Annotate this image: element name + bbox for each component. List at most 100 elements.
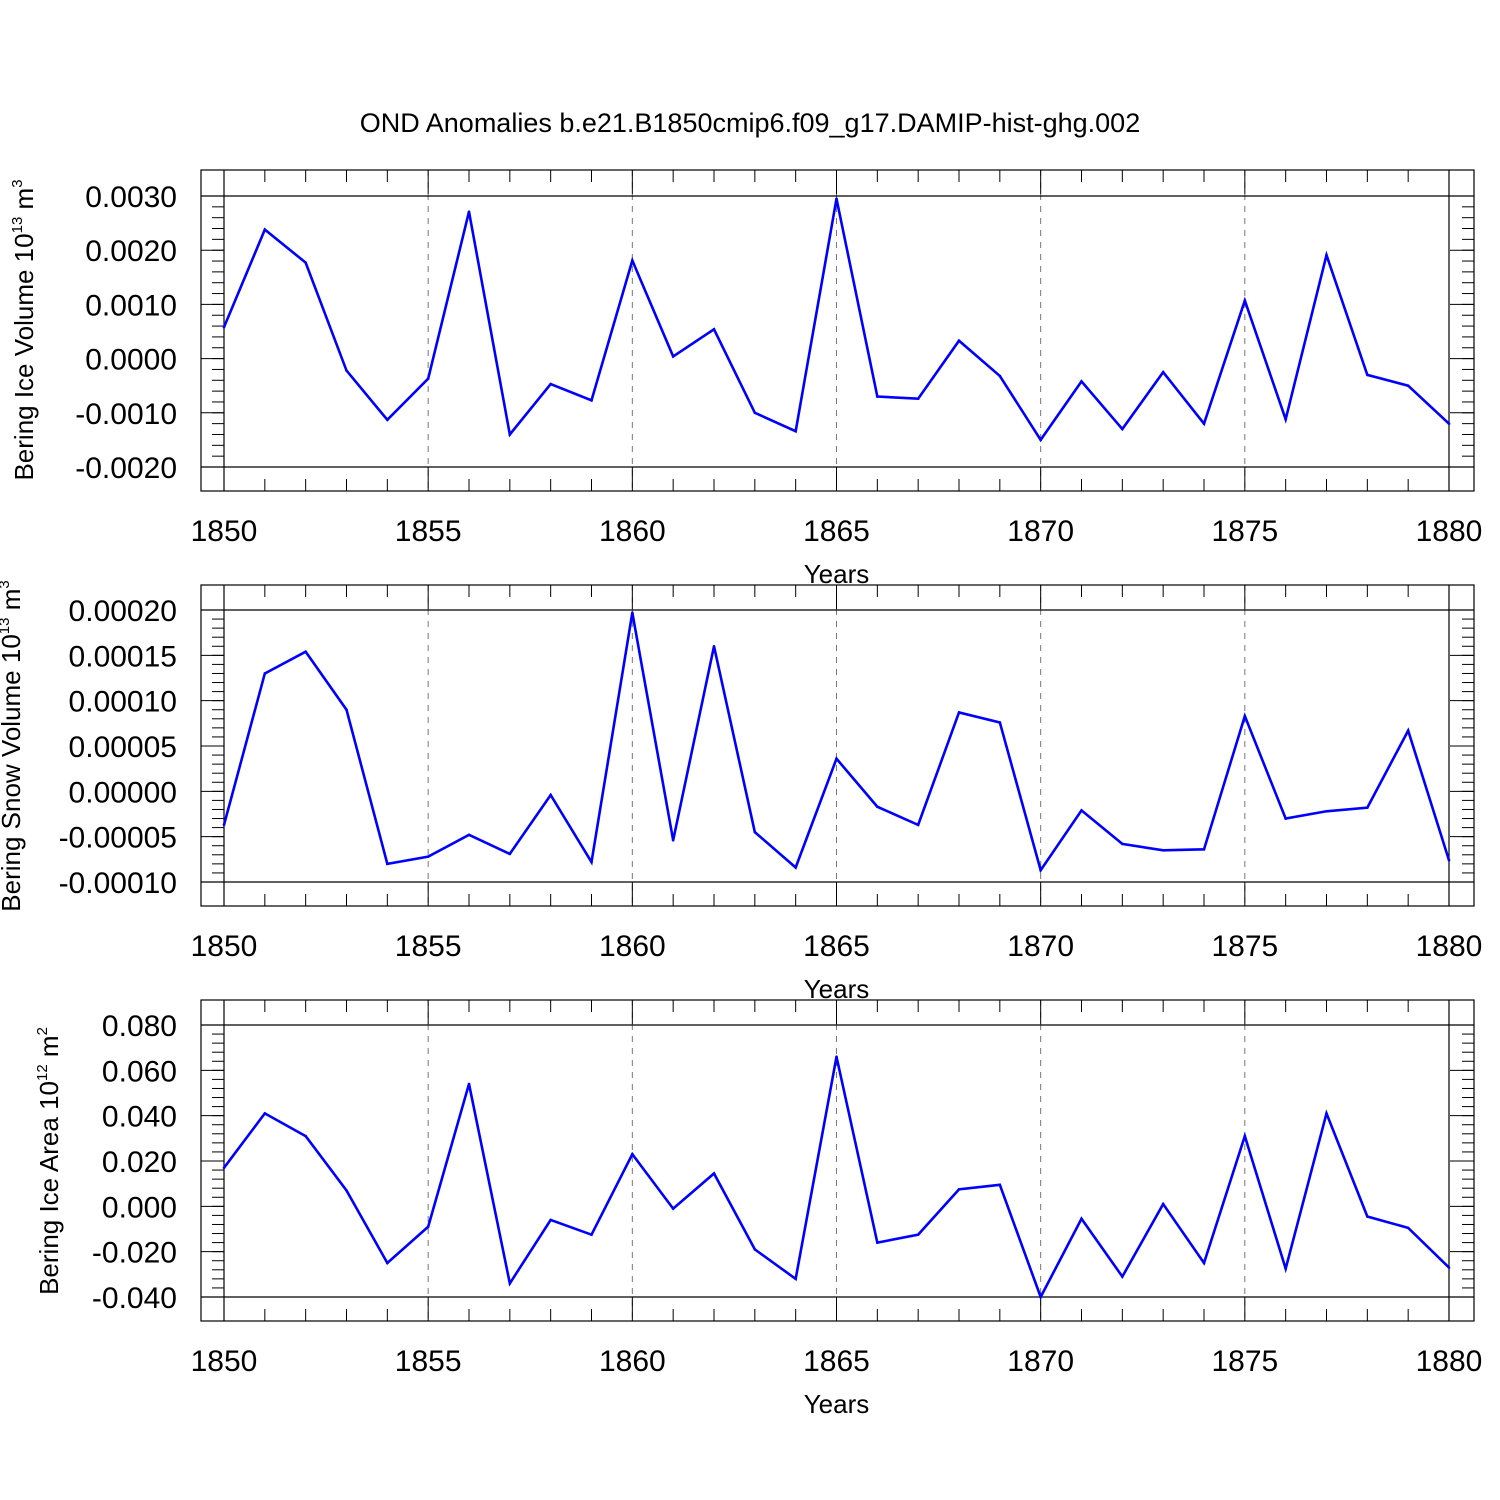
data-point	[1366, 373, 1369, 377]
data-point	[753, 1248, 757, 1251]
x-tick-label: 1870	[1007, 930, 1074, 963]
data-point	[263, 672, 267, 675]
data-point	[1202, 422, 1206, 425]
data-point	[631, 1152, 634, 1156]
data-point	[1243, 714, 1247, 718]
data-point	[876, 1241, 879, 1244]
y-tick-label: 0.0020	[85, 235, 177, 268]
y-tick-label: 0.00000	[69, 776, 177, 809]
data-point	[835, 757, 838, 760]
x-tick-label: 1865	[803, 1345, 870, 1378]
data-point	[1284, 418, 1287, 421]
plot-frame	[200, 584, 1475, 907]
data-point	[508, 852, 512, 856]
data-point	[1121, 1275, 1124, 1278]
x-tick-label: 1855	[395, 515, 462, 548]
data-point	[386, 862, 389, 866]
data-point	[712, 328, 716, 331]
y-tick-label: 0.00020	[69, 595, 177, 628]
data-point	[263, 1112, 267, 1115]
y-axis-label: Bering Ice Area 1012 m2	[34, 1027, 64, 1295]
data-point	[549, 382, 552, 386]
data-point	[1366, 1215, 1369, 1218]
data-point	[876, 395, 879, 398]
x-axis-label: Years	[804, 1389, 870, 1419]
data-point	[753, 830, 757, 834]
y-axis-label-text: Bering Ice Area 10	[34, 1081, 64, 1295]
y-tick-label: -0.0010	[75, 398, 177, 431]
data-point	[386, 418, 389, 422]
data-point	[631, 259, 634, 262]
data-point	[794, 1277, 797, 1281]
data-point	[671, 355, 675, 358]
y-tick-label: -0.020	[92, 1237, 177, 1270]
data-point	[426, 855, 430, 858]
data-point	[222, 823, 226, 827]
data-point	[263, 228, 267, 231]
plot-frame	[200, 999, 1475, 1322]
x-tick-label: 1860	[599, 515, 666, 548]
data-point	[1161, 848, 1165, 852]
y-axis-label-unit-exponent: 3	[9, 179, 26, 187]
x-tick-label: 1850	[191, 515, 258, 548]
data-point	[508, 433, 512, 436]
y-tick-label: -0.00010	[59, 867, 177, 900]
data-point	[957, 339, 961, 343]
y-tick-label: 0.00010	[69, 686, 177, 719]
data-point	[1406, 1226, 1410, 1230]
data-point	[345, 369, 348, 372]
data-point	[957, 711, 961, 714]
y-axis-label-unit: m	[9, 188, 39, 210]
figure-title: OND Anomalies b.e21.B1850cmip6.f09_g17.D…	[360, 108, 1140, 138]
x-tick-label: 1870	[1007, 1345, 1074, 1378]
y-tick-label: -0.0020	[75, 452, 177, 485]
y-tick-label: 0.0000	[85, 344, 177, 377]
data-point	[590, 1233, 593, 1236]
data-point	[1039, 1295, 1042, 1299]
y-axis-label-unit: m	[34, 1035, 64, 1057]
y-axis-label: Bering Ice Volume 1013 m3	[9, 179, 39, 480]
y-axis-label-text: Bering Snow Volume 10	[0, 634, 26, 912]
data-point	[508, 1282, 512, 1285]
data-point	[1039, 868, 1042, 872]
data-point	[1121, 427, 1124, 431]
y-axis-label: Bering Snow Volume 1013 m3	[0, 580, 26, 911]
y-axis-label-unit: m	[0, 589, 26, 611]
data-point	[590, 399, 593, 402]
data-point	[1406, 729, 1410, 732]
data-point	[835, 197, 838, 201]
data-point	[304, 1134, 307, 1138]
data-point	[1325, 253, 1328, 257]
y-axis-label-exponent: 13	[0, 618, 13, 635]
x-axis-label: Years	[804, 559, 870, 589]
data-point	[1202, 1261, 1206, 1265]
y-tick-label: 0.000	[102, 1191, 177, 1224]
data-point	[712, 1172, 716, 1175]
y-axis-label-text: Bering Ice Volume 10	[9, 233, 39, 480]
data-point	[1366, 806, 1369, 809]
data-point	[426, 1225, 430, 1229]
y-tick-label: 0.080	[102, 1010, 177, 1043]
data-point	[1121, 842, 1124, 846]
x-tick-label: 1875	[1211, 1345, 1278, 1378]
data-point	[753, 411, 757, 415]
data-point	[916, 397, 920, 401]
data-point	[957, 1188, 961, 1191]
x-tick-label: 1865	[803, 930, 870, 963]
x-axis-label: Years	[804, 974, 870, 1004]
data-point	[1080, 809, 1083, 812]
data-point	[1447, 422, 1451, 425]
x-tick-label: 1855	[395, 1345, 462, 1378]
data-point	[549, 793, 552, 797]
y-tick-label: -0.00005	[59, 822, 177, 855]
data-point	[998, 1183, 1002, 1187]
panel-ice-volume: -0.0020 -0.0010 0.0000 0.0010 0.0020 0.0030 18…	[9, 169, 1482, 589]
data-point	[1080, 1217, 1083, 1221]
data-point	[467, 833, 471, 837]
data-point	[916, 823, 920, 827]
data-point	[794, 866, 797, 869]
y-tick-label: 0.00005	[69, 731, 177, 764]
y-axis-label-unit-exponent: 2	[34, 1027, 51, 1035]
data-point	[426, 377, 430, 380]
